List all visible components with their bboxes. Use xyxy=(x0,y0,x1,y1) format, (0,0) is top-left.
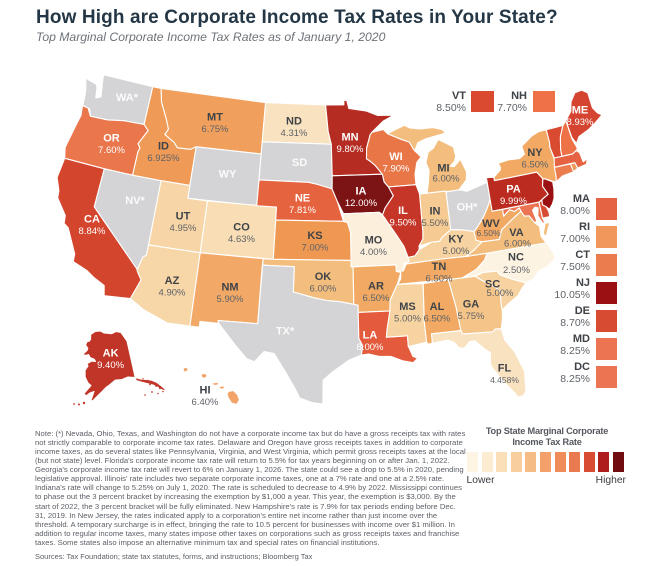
svg-text:OK: OK xyxy=(315,271,332,283)
svg-text:6.50%: 6.50% xyxy=(476,228,501,238)
svg-text:ND: ND xyxy=(286,116,302,128)
svg-text:NM: NM xyxy=(221,282,238,294)
svg-text:AZ: AZ xyxy=(165,275,180,287)
svg-text:CA: CA xyxy=(84,214,100,226)
svg-text:12.00%: 12.00% xyxy=(345,198,378,209)
svg-text:FL: FL xyxy=(498,363,512,375)
svg-text:OH*: OH* xyxy=(457,202,479,214)
svg-text:9.99%: 9.99% xyxy=(500,196,527,207)
svg-text:7.00%: 7.00% xyxy=(302,243,329,254)
svg-text:AL: AL xyxy=(430,301,445,313)
svg-text:MT: MT xyxy=(207,112,223,124)
svg-text:9.50%: 9.50% xyxy=(390,218,417,229)
svg-text:OR: OR xyxy=(103,133,120,145)
svg-text:7.60%: 7.60% xyxy=(98,145,125,156)
svg-text:NC: NC xyxy=(508,252,524,264)
svg-text:NE: NE xyxy=(295,193,310,205)
svg-text:IA: IA xyxy=(356,186,367,198)
svg-text:MI: MI xyxy=(437,163,449,175)
svg-text:6.50%: 6.50% xyxy=(426,274,453,285)
svg-text:IN: IN xyxy=(430,206,441,218)
svg-text:WY: WY xyxy=(219,169,237,181)
svg-text:9.80%: 9.80% xyxy=(337,144,364,155)
svg-text:AK: AK xyxy=(103,348,119,360)
svg-text:KY: KY xyxy=(448,234,464,246)
svg-text:TN: TN xyxy=(432,261,447,273)
svg-text:6.50%: 6.50% xyxy=(363,293,390,304)
svg-text:5.00%: 5.00% xyxy=(487,288,514,299)
svg-text:2.50%: 2.50% xyxy=(503,265,530,276)
svg-text:KS: KS xyxy=(307,230,322,242)
svg-text:HI: HI xyxy=(200,385,211,397)
svg-text:7.81%: 7.81% xyxy=(289,205,316,216)
svg-text:6.75%: 6.75% xyxy=(202,124,229,135)
svg-text:AR: AR xyxy=(368,281,384,293)
svg-text:6.00%: 6.00% xyxy=(504,238,531,249)
svg-text:VA: VA xyxy=(509,227,524,239)
svg-text:WV: WV xyxy=(482,218,500,230)
svg-text:4.31%: 4.31% xyxy=(281,128,308,139)
svg-text:TX*: TX* xyxy=(276,326,295,338)
svg-text:SD: SD xyxy=(292,157,307,169)
svg-text:NY: NY xyxy=(527,147,543,159)
svg-text:WI: WI xyxy=(389,151,402,163)
svg-text:MO: MO xyxy=(365,235,383,247)
svg-text:5.00%: 5.00% xyxy=(443,246,470,257)
svg-text:MN: MN xyxy=(341,132,358,144)
svg-text:4.00%: 4.00% xyxy=(360,247,387,258)
svg-text:9.40%: 9.40% xyxy=(97,360,124,371)
svg-text:5.00%: 5.00% xyxy=(394,314,421,325)
svg-text:UT: UT xyxy=(176,211,191,223)
svg-text:5.75%: 5.75% xyxy=(458,311,485,322)
svg-text:SC: SC xyxy=(485,279,500,291)
svg-text:WA*: WA* xyxy=(116,92,139,104)
svg-text:8.00%: 8.00% xyxy=(357,342,384,353)
svg-text:ID: ID xyxy=(158,141,169,153)
svg-text:LA: LA xyxy=(363,330,378,342)
svg-text:5.50%: 5.50% xyxy=(422,218,449,229)
svg-text:4.458%: 4.458% xyxy=(490,375,519,385)
svg-text:4.95%: 4.95% xyxy=(170,223,197,234)
svg-text:NV*: NV* xyxy=(125,195,145,207)
svg-text:8.84%: 8.84% xyxy=(79,226,106,237)
svg-text:4.63%: 4.63% xyxy=(228,234,255,245)
svg-text:IL: IL xyxy=(398,205,408,217)
svg-text:6.50%: 6.50% xyxy=(424,314,451,325)
svg-text:MS: MS xyxy=(399,301,416,313)
svg-text:GA: GA xyxy=(463,299,480,311)
svg-text:7.90%: 7.90% xyxy=(383,164,410,175)
svg-text:6.00%: 6.00% xyxy=(310,284,337,295)
svg-text:5.90%: 5.90% xyxy=(217,294,244,305)
svg-text:CO: CO xyxy=(233,222,250,234)
svg-text:6.00%: 6.00% xyxy=(433,173,460,184)
svg-text:ME: ME xyxy=(572,105,589,117)
svg-text:6.40%: 6.40% xyxy=(192,397,219,408)
svg-text:PA: PA xyxy=(506,184,521,196)
svg-text:6.50%: 6.50% xyxy=(522,160,549,171)
svg-text:8.93%: 8.93% xyxy=(567,117,594,128)
svg-text:6.925%: 6.925% xyxy=(147,153,180,164)
svg-text:4.90%: 4.90% xyxy=(159,288,186,299)
